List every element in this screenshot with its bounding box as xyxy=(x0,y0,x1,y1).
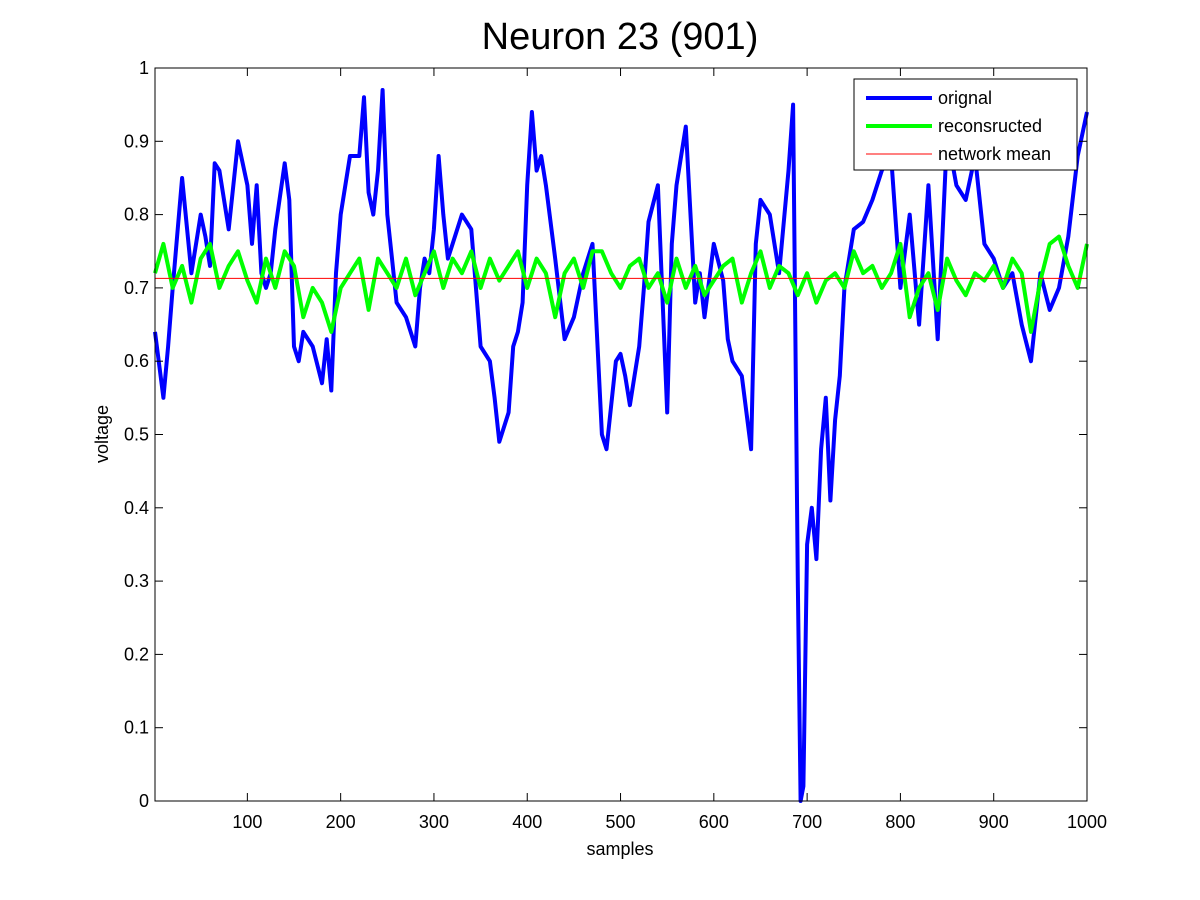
y-tick-label-1: 0.1 xyxy=(124,718,149,738)
x-tick-label-0: 100 xyxy=(232,812,262,832)
x-tick-label-5: 600 xyxy=(699,812,729,832)
series-line-1 xyxy=(153,234,1089,334)
y-axis-label: voltage xyxy=(92,405,112,463)
x-tick-label-4: 500 xyxy=(606,812,636,832)
x-tick-label-6: 700 xyxy=(792,812,822,832)
y-tick-label-5: 0.5 xyxy=(124,425,149,445)
y-tick-label-3: 0.3 xyxy=(124,571,149,591)
x-tick-label-8: 900 xyxy=(979,812,1009,832)
series-layer xyxy=(153,88,1089,803)
series-line-0 xyxy=(153,88,1089,803)
legend-label-1: reconsructed xyxy=(938,116,1042,136)
y-tick-label-2: 0.2 xyxy=(124,644,149,664)
y-tick-label-10: 1 xyxy=(139,58,149,78)
x-axis-label: samples xyxy=(586,839,653,859)
legend-label-2: network mean xyxy=(938,144,1051,164)
legend-label-0: orignal xyxy=(938,88,992,108)
plot-area xyxy=(155,68,1087,801)
x-tick-label-3: 400 xyxy=(512,812,542,832)
x-tick-label-7: 800 xyxy=(885,812,915,832)
x-tick-label-2: 300 xyxy=(419,812,449,832)
x-tick-label-9: 1000 xyxy=(1067,812,1107,832)
y-tick-label-8: 0.8 xyxy=(124,205,149,225)
legend: orignal reconsructed network mean xyxy=(853,78,1078,171)
y-tick-label-4: 0.4 xyxy=(124,498,149,518)
ticks-layer: 100 200 300 400 500 600 700 800 900 1000 0 0.1 0.2 0.… xyxy=(124,58,1107,832)
y-tick-label-7: 0.7 xyxy=(124,278,149,298)
y-tick-label-0: 0 xyxy=(139,791,149,811)
chart-title: Neuron 23 (901) xyxy=(482,16,759,58)
x-tick-label-1: 200 xyxy=(326,812,356,832)
y-tick-label-9: 0.9 xyxy=(124,131,149,151)
y-tick-label-6: 0.6 xyxy=(124,351,149,371)
